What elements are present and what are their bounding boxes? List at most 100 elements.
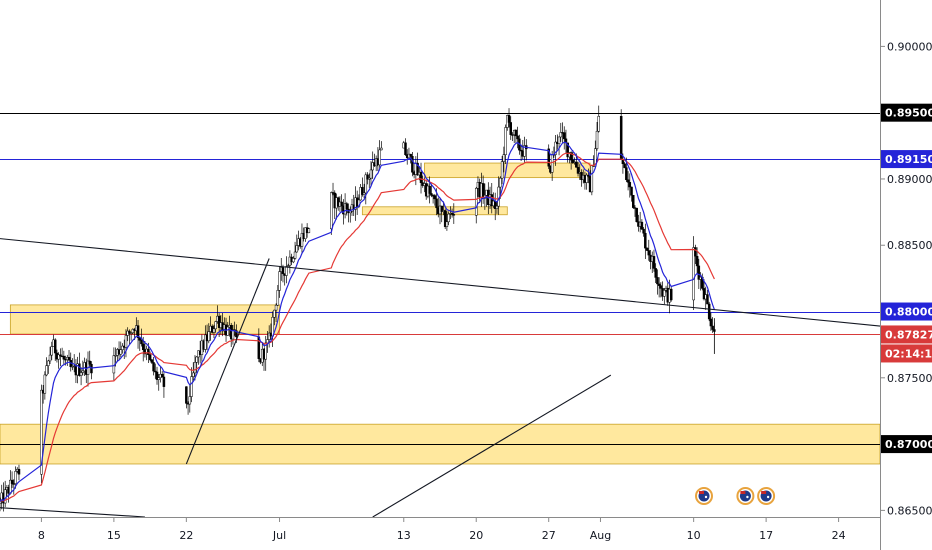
candle-body [590,165,594,193]
candle-body [511,134,514,136]
price-line-label: 0.87827 [885,328,932,341]
candle-body [409,153,412,157]
candle-body [625,167,628,181]
candle-body [697,265,701,280]
candle-body [226,326,230,336]
candle-body [702,288,706,300]
economic-event-markers[interactable] [695,487,776,505]
time-tick-label: 15 [107,529,121,542]
candle-body [136,325,140,338]
candle-body [369,169,373,179]
candle-body [78,363,81,376]
price-axis[interactable]: 0.86500 0.87500 0.88500 0.89000 0.90000 [880,40,932,517]
price-line-labels: 0.89500 0.89150 0.88000 0.87827 0.87000 02:14… [881,103,932,454]
zone-rect [9,304,280,335]
time-tick-label: 27 [542,529,556,542]
candle-body [502,154,506,162]
candle-body [50,346,54,356]
candle-body [663,290,666,297]
price-tick-label: 0.87500 [887,372,932,385]
candle-body [276,290,280,306]
candle-body [160,374,164,378]
flag-canton [699,491,704,494]
candle-body [14,471,17,484]
horizontal-price-lines [0,113,880,445]
time-tick-label: 8 [38,529,45,542]
price-line-label-box [881,103,932,122]
candle-body [378,149,381,166]
candle-body [557,136,561,144]
candle-body [217,315,221,328]
candle-body [273,309,276,318]
time-tick-label: Jul [272,529,286,542]
candle-body [640,221,644,230]
candle-body [566,142,569,158]
candle-body [595,130,599,149]
candle-body [128,330,131,334]
candle-body [293,251,297,259]
candle-body [295,245,299,253]
candle-body [657,283,661,286]
candle-body [307,228,311,234]
candle-body [235,330,238,338]
time-tick-label: 10 [687,529,701,542]
flag-star [766,495,770,499]
candle-body [659,285,663,289]
trendline [0,507,145,518]
candle-body [190,376,193,397]
candle-body [300,233,304,247]
candle-body [364,174,368,194]
candle-body [114,355,117,357]
candle-body [642,228,645,234]
candle-body [195,356,198,363]
candle-body [264,342,267,360]
candle-body [48,354,52,362]
time-tick-label: 24 [832,529,846,542]
candle-body [207,331,211,342]
candle-body [88,360,91,365]
candle-body [575,161,578,168]
candle-body [361,187,364,195]
candle-body [694,247,697,257]
candle-body [411,156,414,173]
candle-body [304,227,307,239]
candle-body [162,376,166,387]
candle-body [345,203,349,210]
candle-body [550,154,554,173]
candle-body [119,349,123,355]
candle-body [619,116,623,160]
candle-body [47,360,50,366]
price-line-label-box [881,302,932,321]
candle-body [428,185,431,194]
candle-body [366,174,369,180]
time-tick-label: 13 [397,529,411,542]
trendline [372,374,612,518]
candle-body [140,340,143,345]
candle-body [499,177,502,188]
time-tick-label: 17 [759,529,773,542]
candle-body [635,207,638,222]
price-tick-label: 0.88500 [887,239,932,252]
candle-body [17,468,21,475]
candle-body [45,365,48,376]
flag-star [746,495,749,499]
candle-body [709,318,713,327]
candle-body [147,348,150,355]
candle-body [129,332,133,334]
flag-star [704,495,708,499]
candle-body [43,374,47,394]
candle-body [433,195,437,200]
time-axis[interactable]: 8 15 22 Jul 13 20 27 Aug 10 17 24 [38,517,846,542]
candle-body [155,371,159,380]
candle-body [519,149,523,152]
price-line-label-box [881,325,932,344]
candle-body [597,116,600,132]
candle-body [450,213,454,215]
countdown-label: 02:14:11 [885,347,932,360]
candle-body [669,288,673,301]
candle-body [286,265,290,267]
candle-body [628,182,632,188]
candle-body [443,210,447,227]
candle-body [193,362,197,374]
